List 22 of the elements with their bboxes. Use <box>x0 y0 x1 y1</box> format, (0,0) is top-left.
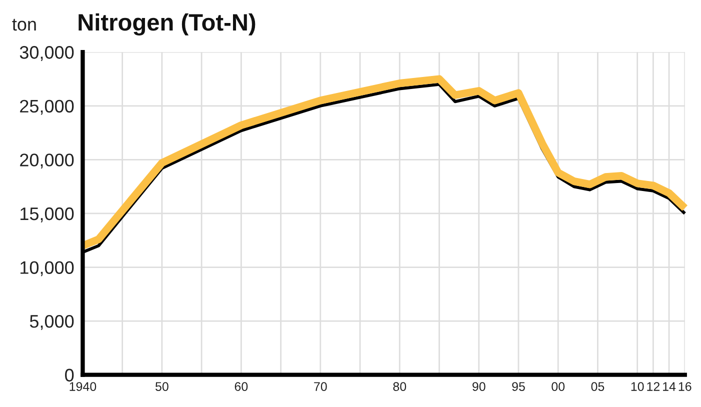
y-tick-label: 0 <box>65 368 74 382</box>
y-axis-title: ton <box>12 18 36 31</box>
x-tick-label: 10 <box>631 382 644 391</box>
y-tick-label: 10,000 <box>20 261 74 276</box>
x-tick-label: 16 <box>678 382 692 391</box>
x-tick-label: 14 <box>663 382 676 391</box>
x-tick-label: 12 <box>647 382 660 391</box>
x-tick-label: 95 <box>512 382 525 391</box>
x-tick-label: 90 <box>472 382 486 391</box>
y-tick-label: 25,000 <box>20 100 74 115</box>
x-tick-label: 70 <box>314 382 327 391</box>
x-tick-label: 60 <box>234 382 248 391</box>
chart-title: Nitrogen (Tot-N) <box>78 13 256 36</box>
y-tick-label: 15,000 <box>20 207 74 222</box>
y-tick-label: 30,000 <box>20 46 74 61</box>
y-tick-label: 20,000 <box>20 154 74 169</box>
x-tick-label: 05 <box>591 382 604 391</box>
y-tick-label: 5,000 <box>30 314 74 330</box>
x-tick-label: 1940 <box>70 382 96 391</box>
x-tick-label: 80 <box>393 382 406 391</box>
x-tick-label: 00 <box>552 382 565 391</box>
x-tick-label: 50 <box>156 382 168 391</box>
